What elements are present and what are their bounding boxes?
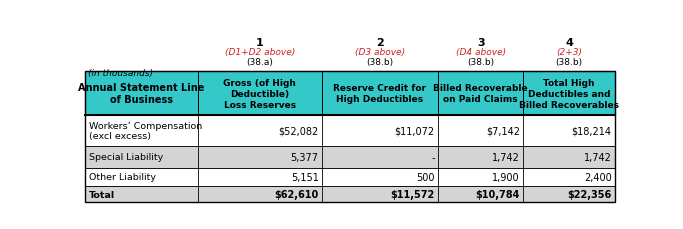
Text: Gross (of High
Deductible)
Loss Reserves: Gross (of High Deductible) Loss Reserves	[223, 78, 296, 109]
Text: 1,900: 1,900	[492, 172, 520, 182]
Text: Other Liability: Other Liability	[89, 172, 156, 181]
Text: 2,400: 2,400	[584, 172, 611, 182]
Text: (D3 above): (D3 above)	[354, 47, 405, 56]
Text: 1,742: 1,742	[492, 152, 520, 162]
Text: $52,082: $52,082	[279, 126, 318, 136]
Text: Annual Statement Line
of Business: Annual Statement Line of Business	[79, 83, 205, 105]
Text: 2: 2	[376, 38, 384, 47]
Text: (38.b): (38.b)	[467, 58, 494, 67]
Text: 1: 1	[256, 38, 264, 47]
Text: 500: 500	[417, 172, 435, 182]
Text: 1,742: 1,742	[584, 152, 611, 162]
Text: (38.b): (38.b)	[555, 58, 583, 67]
Text: $10,784: $10,784	[475, 189, 520, 199]
Text: (38.a): (38.a)	[247, 58, 273, 67]
Text: (D1+D2 above): (D1+D2 above)	[225, 47, 295, 56]
Bar	[85, 186, 615, 202]
Text: Total High
Deductibles and
Billed Recoverables: Total High Deductibles and Billed Recove…	[519, 78, 619, 109]
Text: (D4 above): (D4 above)	[456, 47, 505, 56]
Text: (2+3): (2+3)	[556, 47, 582, 56]
Text: $62,610: $62,610	[275, 189, 318, 199]
Text: Reserve Credit for
High Deductibles: Reserve Credit for High Deductibles	[333, 84, 426, 104]
Text: 3: 3	[477, 38, 484, 47]
Text: $11,072: $11,072	[395, 126, 435, 136]
Text: Billed Recoverable
on Paid Claims: Billed Recoverable on Paid Claims	[433, 84, 528, 104]
Text: $11,572: $11,572	[391, 189, 435, 199]
Text: 5,377: 5,377	[290, 152, 318, 162]
Text: (in thousands): (in thousands)	[88, 69, 153, 78]
Text: $7,142: $7,142	[486, 126, 520, 136]
Text: -: -	[432, 152, 435, 162]
Text: $22,356: $22,356	[568, 189, 611, 199]
Text: 5,151: 5,151	[291, 172, 318, 182]
Text: $18,214: $18,214	[572, 126, 611, 136]
Text: Workers’ Compensation
(excl excess): Workers’ Compensation (excl excess)	[89, 121, 201, 141]
Text: Special Liability: Special Liability	[89, 153, 163, 161]
Text: (38.b): (38.b)	[366, 58, 393, 67]
Text: 4: 4	[565, 38, 573, 47]
Text: Total: Total	[89, 190, 115, 199]
